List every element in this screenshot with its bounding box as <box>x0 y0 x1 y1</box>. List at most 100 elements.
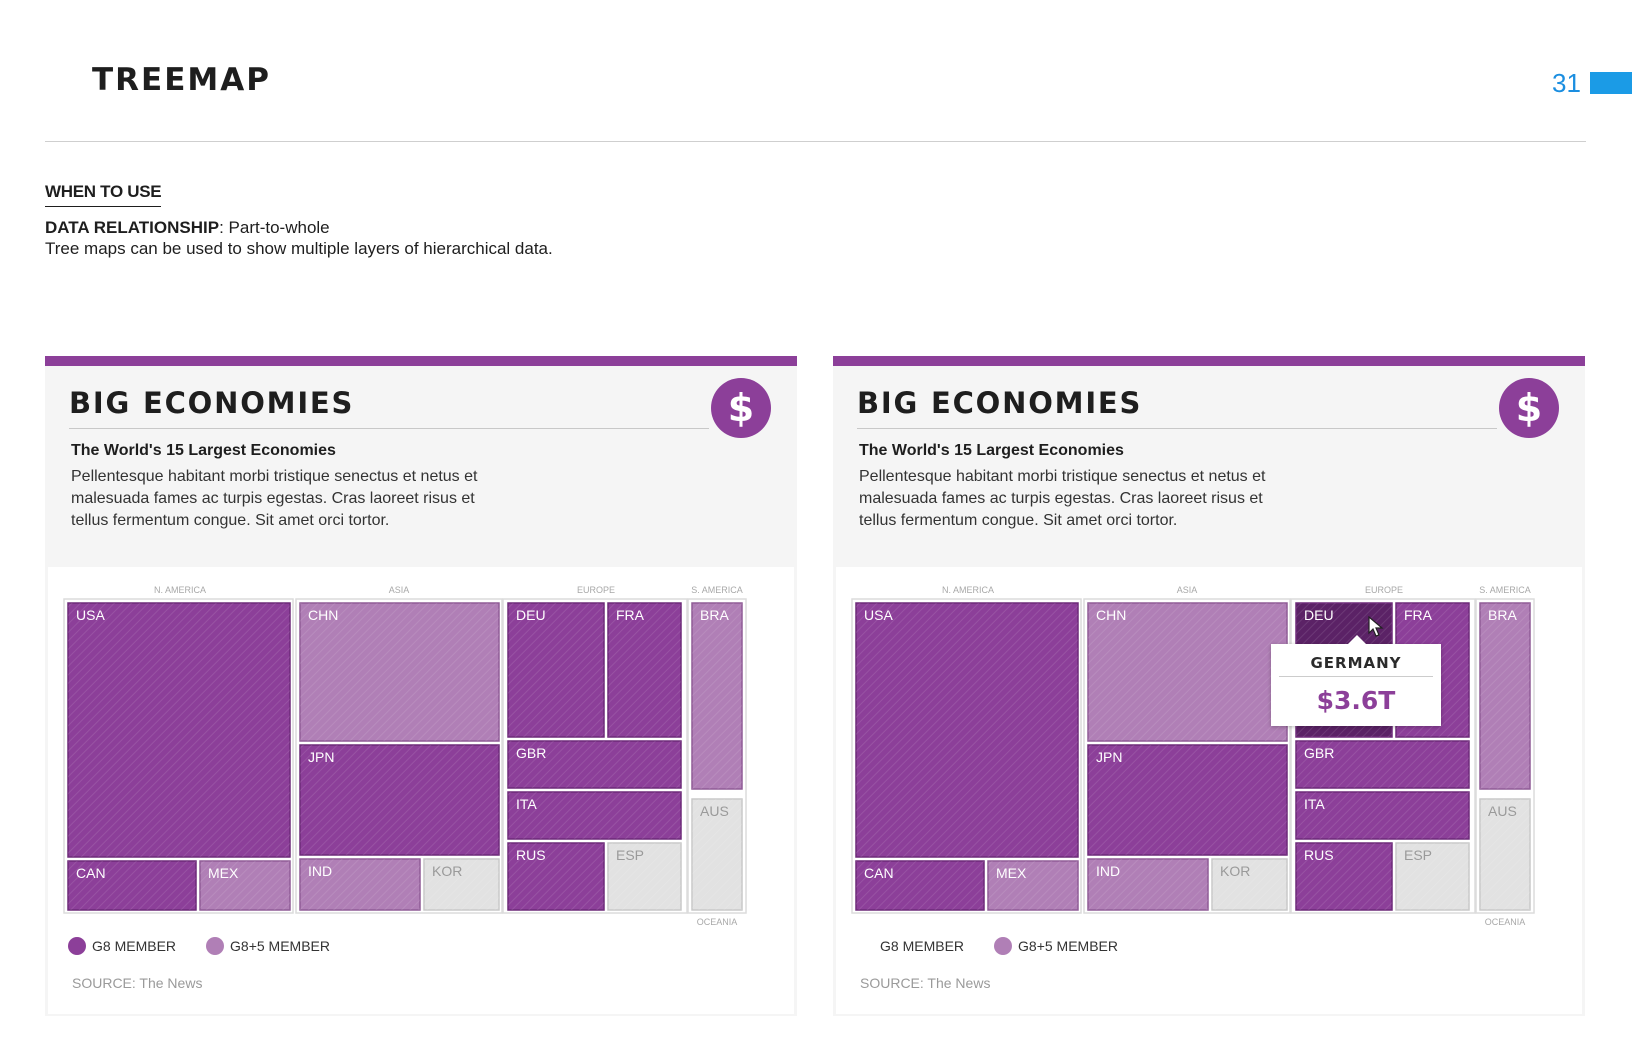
card-subtitle: The World's 15 Largest Economies <box>71 442 336 459</box>
cell-label-gbr: GBR <box>1304 745 1334 761</box>
legend-swatch-g8plus5 <box>994 937 1013 955</box>
cell-label-rus: RUS <box>516 847 546 863</box>
region-frame <box>1083 598 1291 914</box>
when-to-use-heading: WHEN TO USE <box>45 182 162 207</box>
legend-item-g8: G8 MEMBER <box>856 937 964 955</box>
treemap-cell-bra[interactable] <box>1479 602 1531 790</box>
region-label: OCEANIA <box>697 917 738 927</box>
cell-label-can: CAN <box>76 865 106 881</box>
region-label: EUROPE <box>1365 585 1403 595</box>
page-title: TREEMAP <box>92 62 271 98</box>
cell-label-can: CAN <box>864 865 894 881</box>
chart-card-right: BIG ECONOMIES $ The World's 15 Largest E… <box>833 356 1585 1016</box>
region-label: EUROPE <box>577 585 615 595</box>
page-number: 31 <box>1552 68 1581 98</box>
cell-label-usa: USA <box>864 607 893 623</box>
cell-label-kor: KOR <box>1220 863 1250 879</box>
cell-label-ita: ITA <box>516 796 537 812</box>
tooltip-value: $3.6T <box>1316 686 1396 715</box>
region-label: S. AMERICA <box>691 585 743 595</box>
chart-source: SOURCE: The News <box>72 975 203 991</box>
card-title: BIG ECONOMIES <box>69 386 355 420</box>
cell-label-jpn: JPN <box>308 749 334 765</box>
treemap-cell-fra[interactable] <box>607 602 682 738</box>
chart-panel: N. AMERICA USA CAN MEX ASIA CHN JPN IND KOR EUROP… <box>48 567 794 1014</box>
data-relationship-block: DATA RELATIONSHIP: Part-to-whole Tree ma… <box>45 217 553 259</box>
tooltip-arrow <box>1348 635 1366 644</box>
region-label: OCEANIA <box>1485 917 1526 927</box>
card-accent-bar <box>45 356 797 366</box>
legend-swatch-g8plus5 <box>206 937 225 955</box>
page-tab-marker <box>1590 72 1632 94</box>
cell-label-mex: MEX <box>208 865 239 881</box>
treemap-chart: N. AMERICA USA CAN MEX ASIA CHN JPN IND KOR EUROP… <box>851 585 1535 927</box>
legend-label-g8: G8 MEMBER <box>92 938 177 954</box>
legend-item-g8plus5: G8+5 MEMBER <box>994 937 1118 955</box>
legend-label-g8plus5: G8+5 MEMBER <box>230 938 330 954</box>
treemap-cell-chn[interactable] <box>1087 602 1288 742</box>
dollar-icon: $ <box>711 378 771 438</box>
chart-panel: N. AMERICA USA CAN MEX ASIA CHN JPN IND KOR EUROP… <box>836 567 1582 1014</box>
cell-label-gbr: GBR <box>516 745 546 761</box>
chart-legend: G8 MEMBER G8+5 MEMBER <box>68 935 360 957</box>
cell-label-deu: DEU <box>516 607 546 623</box>
cell-label-fra: FRA <box>1404 607 1433 623</box>
legend-label-g8plus5: G8+5 MEMBER <box>1018 938 1118 954</box>
treemap-cell-usa[interactable] <box>855 602 1079 858</box>
cell-label-mex: MEX <box>996 865 1027 881</box>
cell-label-ita: ITA <box>1304 796 1325 812</box>
chart-source: SOURCE: The News <box>860 975 991 991</box>
region-frame <box>1290 598 1476 914</box>
treemap-cell-usa[interactable] <box>67 602 291 858</box>
cell-label-chn: CHN <box>1096 607 1126 623</box>
card-accent-bar <box>833 356 1585 366</box>
card-title: BIG ECONOMIES <box>857 386 1143 420</box>
card-title-divider <box>857 428 1497 429</box>
data-relationship-description: Tree maps can be used to show multiple l… <box>45 239 553 258</box>
cell-label-fra: FRA <box>616 607 645 623</box>
tooltip-country: GERMANY <box>1310 654 1402 672</box>
card-subtitle: The World's 15 Largest Economies <box>859 442 1124 459</box>
region-label: N. AMERICA <box>154 585 206 595</box>
cell-label-ind: IND <box>1096 863 1120 879</box>
header-divider <box>45 141 1586 142</box>
data-relationship-value: : Part-to-whole <box>219 218 330 237</box>
cell-label-kor: KOR <box>432 863 462 879</box>
region-frame <box>295 598 503 914</box>
legend-item-g8plus5: G8+5 MEMBER <box>206 937 330 955</box>
region-label: ASIA <box>1177 585 1198 595</box>
region-frame <box>851 598 1082 914</box>
treemap-cell-chn[interactable] <box>299 602 500 742</box>
tooltip-divider <box>1279 676 1433 677</box>
legend-label-g8: G8 MEMBER <box>880 938 965 954</box>
mouse-pointer-icon <box>1368 616 1384 637</box>
region-frame <box>1475 598 1535 914</box>
cell-label-jpn: JPN <box>1096 749 1122 765</box>
card-description: Pellentesque habitant morbi tristique se… <box>859 468 1266 529</box>
treemap-cell-deu[interactable] <box>507 602 605 738</box>
cell-label-aus: AUS <box>700 803 729 819</box>
cell-label-deu: DEU <box>1304 607 1334 623</box>
legend-item-g8: G8 MEMBER <box>68 937 176 955</box>
cell-label-rus: RUS <box>1304 847 1334 863</box>
region-frame <box>63 598 294 914</box>
cell-label-chn: CHN <box>308 607 338 623</box>
region-label: ASIA <box>389 585 410 595</box>
card-title-divider <box>69 428 709 429</box>
cell-label-ind: IND <box>308 863 332 879</box>
treemap-cell-bra[interactable] <box>691 602 743 790</box>
region-label: S. AMERICA <box>1479 585 1531 595</box>
region-label: N. AMERICA <box>942 585 994 595</box>
legend-swatch-g8 <box>68 937 86 955</box>
chart-card-left: BIG ECONOMIES $ The World's 15 Largest E… <box>45 356 797 1016</box>
cell-label-bra: BRA <box>700 607 729 623</box>
region-frame <box>687 598 747 914</box>
cell-label-bra: BRA <box>1488 607 1517 623</box>
country-tooltip: GERMANY $3.6T <box>1271 635 1441 726</box>
dollar-icon: $ <box>1499 378 1559 438</box>
chart-legend: G8 MEMBER G8+5 MEMBER <box>856 935 1148 957</box>
legend-swatch-g8 <box>856 937 874 955</box>
cell-label-usa: USA <box>76 607 105 623</box>
card-description: Pellentesque habitant morbi tristique se… <box>71 468 478 529</box>
cell-label-esp: ESP <box>616 847 644 863</box>
